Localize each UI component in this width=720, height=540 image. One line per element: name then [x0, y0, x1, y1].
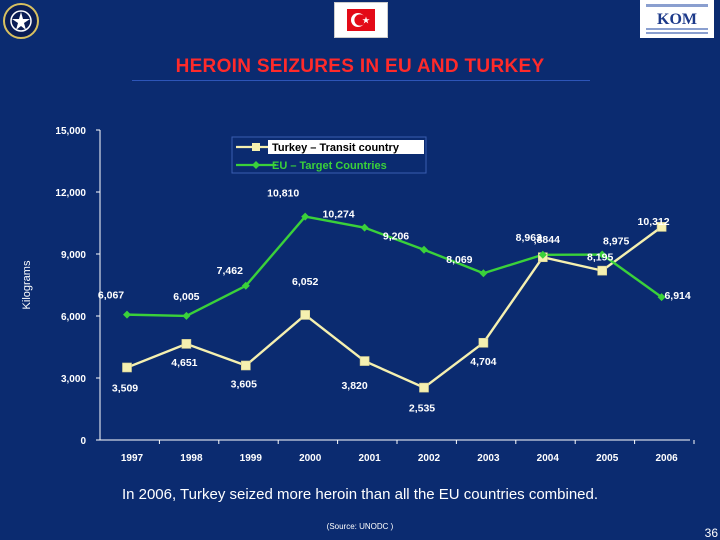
- x-tick-label: 2002: [418, 453, 441, 464]
- turkey-point-marker: [241, 360, 251, 371]
- x-tick-label: 1999: [240, 453, 263, 464]
- chart-axes: 0 3,000 6,000 9,000 12,000 15,000 1997 1998 1999…: [21, 126, 695, 464]
- turkey-point-marker: [419, 382, 429, 393]
- eu-point-marker: [241, 281, 250, 290]
- y-tick-label: 6,000: [61, 312, 86, 323]
- turkey-data-label: ,8844: [534, 234, 560, 246]
- turkey-data-label: 8,195: [587, 252, 613, 264]
- turkey-point-marker: [656, 222, 667, 232]
- eu-data-label: 6,914: [664, 290, 690, 302]
- turkey-data-label: 4,651: [171, 357, 197, 369]
- turkey-point-marker: [122, 362, 132, 373]
- eu-point-marker: [538, 250, 547, 259]
- x-tick-label: 2001: [358, 453, 381, 464]
- legend-highlight: [268, 140, 424, 154]
- eu-data-label: 10,810: [267, 188, 299, 200]
- turkey-legend-label: Turkey – Transit country: [272, 142, 400, 154]
- eu-point-marker: [123, 310, 131, 319]
- eu-point-marker: [657, 293, 666, 302]
- eu-legend-marker: [252, 161, 260, 169]
- eu-point-marker: [360, 223, 369, 232]
- turkey-data-label: 3,605: [231, 378, 257, 390]
- page-number: 36: [704, 526, 718, 540]
- legend-box: [231, 136, 427, 174]
- svg-text:KOM: KOM: [657, 11, 697, 28]
- y-tick-label: 12,000: [55, 188, 86, 199]
- y-tick-label: 15,000: [55, 126, 86, 137]
- eu-point-marker: [598, 250, 607, 259]
- y-axis-title: Kilograms: [21, 260, 33, 309]
- turkey-data-label: 4,704: [470, 356, 496, 368]
- eu-data-label: 7,462: [217, 265, 243, 277]
- chart-data-labels: 3,509 4,651 3,605 6,052 3,820 2,535 4,704 ,8844…: [98, 188, 691, 415]
- eu-point-marker: [182, 311, 191, 320]
- eu-data-label: 6,067: [98, 290, 124, 302]
- x-tick-label: 2000: [299, 453, 322, 464]
- turkey-point-marker: [300, 310, 311, 320]
- x-tick-label: 2003: [477, 453, 500, 464]
- y-tick-label: 9,000: [61, 250, 86, 261]
- eu-data-label: 8,963: [516, 232, 542, 244]
- eu-point-marker: [301, 212, 310, 221]
- police-emblem-logo: [3, 3, 39, 39]
- x-tick-label: 2005: [596, 453, 619, 464]
- turkey-point-marker: [359, 356, 370, 366]
- turkey-data-label: 3,820: [341, 380, 367, 392]
- turkish-flag-logo: [334, 2, 388, 38]
- slide-caption: In 2006, Turkey seized more heroin than …: [121, 486, 599, 503]
- x-tick-label: 2006: [655, 453, 678, 464]
- chart-legend: Turkey – Transit country EU – Target Coun…: [231, 136, 427, 174]
- chart-markers: [122, 212, 667, 393]
- turkey-data-label: 6,052: [292, 276, 318, 288]
- turkey-legend-marker: [252, 143, 260, 151]
- title-underline: [132, 80, 590, 81]
- eu-data-label: 8,975: [603, 236, 629, 248]
- eu-point-marker: [420, 245, 428, 254]
- chart-lines: [126, 215, 663, 389]
- source-note: (Source: UNODC ): [326, 522, 394, 531]
- turkey-point-marker: [478, 337, 489, 348]
- slide-title: HEROIN SEIZURES IN EU AND TURKEY: [175, 56, 545, 77]
- x-tick-label: 1997: [121, 453, 144, 464]
- eu-series-line: [126, 215, 663, 318]
- eu-data-label: 9,206: [383, 231, 409, 243]
- turkey-data-label: 3,509: [112, 382, 138, 394]
- eu-point-marker: [479, 269, 488, 278]
- y-tick-label: 3,000: [61, 374, 86, 385]
- turkey-series-line: [126, 225, 663, 389]
- eu-data-label: 10,274: [323, 209, 355, 221]
- y-tick-label: 0: [80, 436, 86, 447]
- eu-legend-label: EU – Target Countries: [272, 160, 387, 172]
- turkey-data-label: 10,312: [638, 216, 670, 228]
- turkey-point-marker: [181, 339, 192, 349]
- x-tick-label: 1998: [180, 453, 203, 464]
- eu-data-label: 6,005: [173, 291, 199, 303]
- turkey-data-label: 2,535: [409, 403, 435, 415]
- kom-department-logo: KOM: [640, 0, 714, 38]
- x-tick-label: 2004: [537, 453, 560, 464]
- turkey-point-marker: [597, 265, 608, 276]
- eu-data-label: 8,069: [446, 254, 472, 266]
